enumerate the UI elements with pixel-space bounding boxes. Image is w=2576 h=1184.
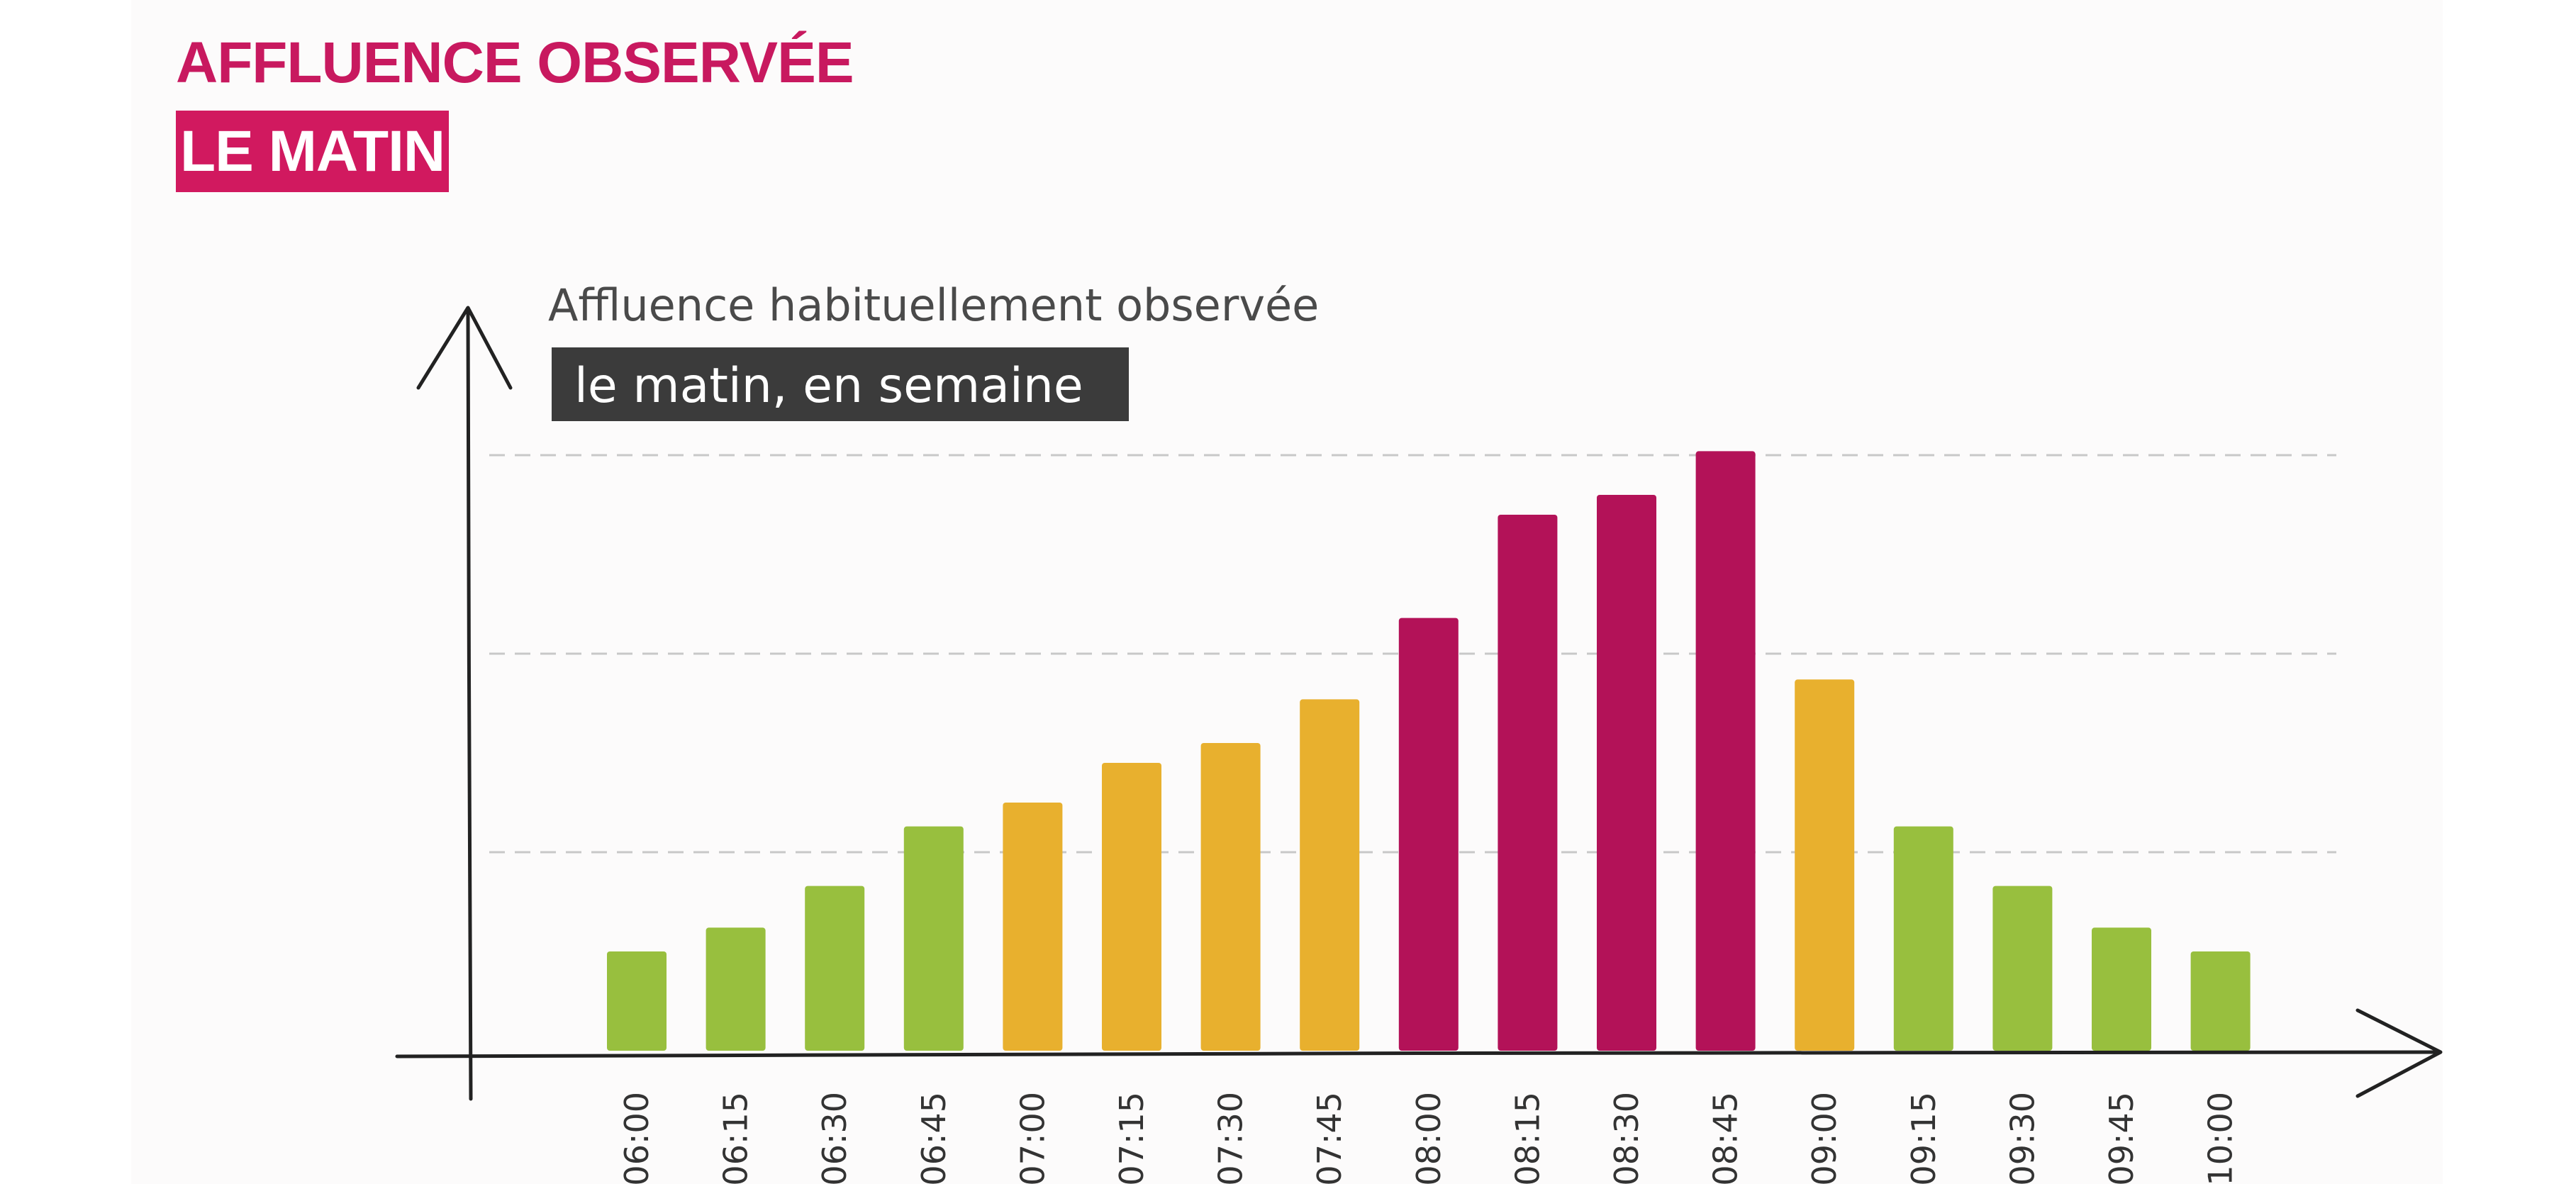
bar-0815: [1498, 515, 1558, 1051]
bar-0800: [1398, 618, 1459, 1051]
x-tick-label: 07:30: [1212, 1092, 1250, 1184]
chart-title: Affluence habituellement observée: [548, 279, 1319, 331]
x-tick-label: 08:00: [1410, 1092, 1448, 1184]
x-tick-label: 06:30: [815, 1092, 854, 1184]
bar-0700: [1003, 803, 1063, 1051]
x-tick-label: 09:00: [1805, 1092, 1844, 1184]
bar-0930: [1992, 886, 2053, 1051]
x-tick-label: 08:45: [1707, 1092, 1745, 1184]
bar-0645: [903, 826, 964, 1051]
chart-subtitle-box: [552, 347, 1129, 421]
x-tick-label: 07:15: [1113, 1092, 1151, 1184]
x-tick-label: 08:15: [1508, 1092, 1546, 1184]
bar-0945: [2092, 927, 2151, 1051]
x-axis: [395, 1050, 2441, 1059]
bar-0915: [1893, 826, 1953, 1051]
chart-heading: Affluence habituellement observée le mat…: [548, 279, 1319, 421]
bars: [607, 451, 2251, 1051]
x-tick-label: 06:00: [618, 1092, 656, 1184]
x-tick-label: 09:30: [2003, 1092, 2041, 1184]
page-title: AFFLUENCE OBSERVÉE: [176, 30, 854, 95]
x-tick-label: 07:00: [1013, 1092, 1052, 1184]
axes: [395, 306, 2443, 1101]
x-tick-label: 06:45: [915, 1092, 953, 1184]
chart-panel: [131, 0, 2443, 1184]
page-subtitle: LE MATIN: [176, 111, 450, 192]
x-axis-arrowhead: [2355, 1008, 2443, 1098]
bar-0845: [1695, 451, 1756, 1051]
chart-subtitle: le matin, en semaine: [574, 358, 1083, 414]
bar-0900: [1795, 679, 1855, 1051]
x-tick-label: 06:15: [717, 1092, 755, 1184]
bar-0830: [1597, 495, 1656, 1051]
y-axis: [466, 310, 473, 1101]
tick-labels: 06:00 06:15 06:30 06:45 07:00 07:15 07:30 07:45…: [618, 1092, 2240, 1184]
bar-0745: [1300, 699, 1360, 1051]
x-tick-label: 09:15: [1905, 1092, 1943, 1184]
y-axis-arrowhead: [416, 306, 513, 390]
bar-0630: [805, 886, 865, 1051]
bar-0730: [1200, 743, 1261, 1051]
bar-0615: [706, 927, 766, 1051]
bar-1000: [2190, 951, 2251, 1051]
x-tick-label: 07:45: [1310, 1092, 1349, 1184]
x-tick-label: 10:00: [2202, 1092, 2240, 1184]
bar-0600: [607, 951, 667, 1051]
x-tick-label: 08:30: [1607, 1092, 1646, 1184]
x-tick-label: 09:45: [2102, 1092, 2141, 1184]
bar-0715: [1102, 763, 1161, 1051]
